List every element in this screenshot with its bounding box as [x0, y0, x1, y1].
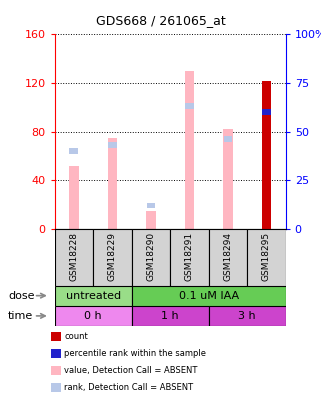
Bar [70, 148, 78, 154]
Bar [51, 349, 61, 358]
Bar [223, 136, 232, 142]
Text: time: time [8, 311, 33, 321]
Text: GSM18294: GSM18294 [223, 232, 232, 281]
Bar [55, 286, 132, 306]
Bar [93, 229, 132, 286]
Bar [262, 109, 271, 115]
Bar [209, 229, 247, 286]
Text: percentile rank within the sample: percentile rank within the sample [64, 349, 206, 358]
Bar [132, 229, 170, 286]
Bar [108, 142, 117, 148]
Bar [185, 103, 194, 109]
Bar [146, 211, 156, 229]
Text: GSM18291: GSM18291 [185, 232, 194, 281]
Text: GSM18290: GSM18290 [146, 232, 155, 281]
Text: GSM18229: GSM18229 [108, 232, 117, 281]
Text: GSM18228: GSM18228 [69, 232, 78, 281]
Bar [132, 306, 209, 326]
Text: 0 h: 0 h [84, 311, 102, 321]
Text: 3 h: 3 h [239, 311, 256, 321]
Text: GDS668 / 261065_at: GDS668 / 261065_at [96, 14, 225, 27]
Bar [262, 81, 271, 229]
Bar [223, 129, 233, 229]
Text: dose: dose [8, 291, 35, 301]
Bar [51, 366, 61, 375]
Bar [55, 306, 132, 326]
Text: GSM18295: GSM18295 [262, 232, 271, 281]
Bar [69, 166, 79, 229]
Bar [108, 138, 117, 229]
Text: 0.1 uM IAA: 0.1 uM IAA [178, 291, 239, 301]
Text: count: count [64, 332, 88, 341]
Bar [51, 383, 61, 392]
Text: untreated: untreated [65, 291, 121, 301]
Bar [146, 211, 156, 229]
Bar [170, 229, 209, 286]
Bar [247, 229, 286, 286]
Bar [55, 229, 93, 286]
Bar [209, 306, 286, 326]
Text: 1 h: 1 h [161, 311, 179, 321]
Bar [185, 71, 194, 229]
Text: value, Detection Call = ABSENT: value, Detection Call = ABSENT [64, 366, 197, 375]
Bar [51, 332, 61, 341]
Bar [146, 202, 155, 209]
Bar [132, 286, 286, 306]
Text: rank, Detection Call = ABSENT: rank, Detection Call = ABSENT [64, 383, 193, 392]
